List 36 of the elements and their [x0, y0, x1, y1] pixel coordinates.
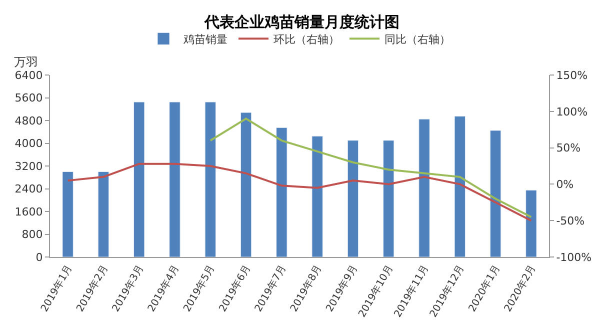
- bar: [169, 102, 180, 257]
- bar: [454, 116, 466, 257]
- legend-label: 鸡苗销量: [182, 32, 228, 46]
- y-tick-label: 0: [36, 250, 43, 264]
- y-tick-label: 5600: [14, 92, 43, 105]
- bar: [62, 171, 74, 257]
- bar: [204, 102, 216, 257]
- y-tick-label: 6400: [14, 68, 43, 82]
- bar: [240, 112, 252, 257]
- y2-tick-label: -100%: [556, 250, 592, 264]
- y2-tick-label: 100%: [556, 105, 588, 118]
- y2-tick-label: -50%: [556, 214, 585, 228]
- line-series: [66, 162, 532, 222]
- y-tick-label: 3200: [14, 160, 43, 173]
- line-series: [209, 118, 532, 218]
- bar: [383, 140, 394, 257]
- bar: [276, 127, 288, 257]
- bar: [134, 102, 145, 257]
- y-tick-label: 800: [22, 228, 43, 242]
- bar: [98, 171, 110, 257]
- bar: [418, 118, 430, 257]
- bar: [490, 130, 502, 257]
- bar: [526, 190, 537, 257]
- y-tick-label: 4800: [14, 114, 43, 128]
- y-tick-label: 4000: [14, 137, 43, 150]
- y2-tick-label: 150%: [556, 68, 588, 82]
- y2-tick-label: 0%: [556, 178, 574, 192]
- y-axis-title: 万羽: [14, 55, 38, 69]
- y-tick-label: 2400: [14, 182, 43, 196]
- y-tick-label: 1600: [14, 205, 43, 218]
- bar: [312, 136, 323, 257]
- legend-label: 同比（右轴）: [384, 32, 450, 46]
- chart-title: 代表企业鸡苗销量月度统计图: [204, 13, 400, 32]
- bar: [347, 140, 359, 257]
- legend-label: 环比（右轴）: [274, 32, 340, 46]
- y2-tick-label: 50%: [556, 142, 581, 155]
